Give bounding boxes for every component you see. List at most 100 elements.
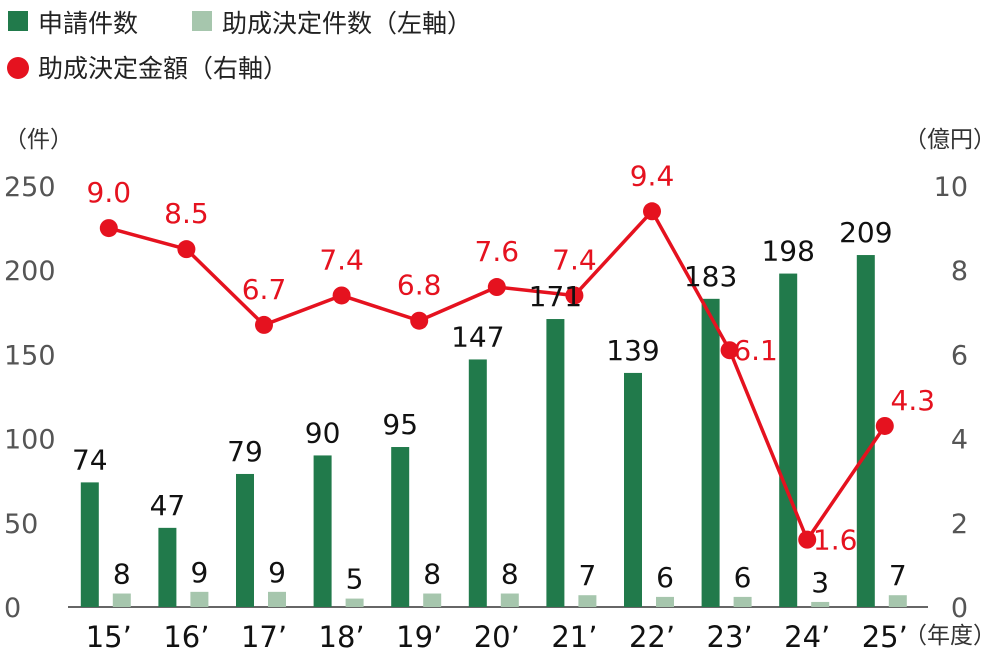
bar-applications bbox=[856, 255, 875, 607]
data-label-grants-count: 6 bbox=[656, 561, 674, 594]
bar-grants-count bbox=[811, 601, 830, 607]
x-tick-label: 15’ bbox=[86, 620, 132, 654]
data-label-grant-amount: 9.0 bbox=[87, 176, 132, 209]
data-label-applications: 139 bbox=[606, 334, 659, 367]
bar-applications bbox=[468, 359, 487, 607]
line-point-grant-amount bbox=[177, 240, 196, 259]
x-tick-label: 17’ bbox=[241, 620, 287, 654]
data-label-applications: 95 bbox=[382, 408, 418, 441]
bar-applications bbox=[701, 298, 720, 607]
x-tick-label: 19’ bbox=[396, 620, 442, 654]
data-label-grants-count: 8 bbox=[423, 558, 441, 591]
data-label-applications: 171 bbox=[529, 280, 582, 313]
bar-applications bbox=[391, 447, 410, 607]
bar-grants-count bbox=[656, 596, 674, 607]
bar-grants-count bbox=[268, 591, 286, 607]
x-tick-label: 16’ bbox=[163, 620, 209, 654]
line-point-grant-amount bbox=[875, 416, 894, 435]
bar-applications bbox=[80, 482, 99, 607]
line-point-grant-amount bbox=[643, 202, 661, 221]
legend-label-applications: 申請件数 bbox=[38, 9, 138, 38]
line-series bbox=[99, 202, 894, 549]
legend-swatch-grants-count bbox=[192, 11, 212, 31]
data-label-grant-amount: 7.4 bbox=[552, 243, 597, 276]
axes: （件） （億円） 0 50 100 150 200 250 0 2 4 6 8 10 15’ 16’ 17’ 18… bbox=[4, 127, 996, 654]
bar-applications bbox=[546, 319, 565, 607]
bar-grants-count bbox=[733, 596, 752, 607]
data-label-applications: 209 bbox=[839, 216, 892, 249]
data-label-grants-count: 7 bbox=[578, 559, 596, 592]
data-label-grants-count: 5 bbox=[346, 563, 364, 596]
left-tick-label: 250 bbox=[4, 172, 56, 203]
data-label-applications: 74 bbox=[72, 443, 108, 476]
right-tick-label: 4 bbox=[951, 425, 968, 456]
legend-label-grant-amount: 助成決定金額（右軸） bbox=[38, 54, 288, 83]
data-label-grants-count: 7 bbox=[889, 559, 907, 592]
data-label-grants-count: 6 bbox=[734, 561, 752, 594]
bar-grants-count bbox=[578, 595, 597, 607]
bar-grants-count bbox=[888, 595, 907, 607]
data-label-applications: 79 bbox=[227, 435, 263, 468]
x-tick-label: 25’ bbox=[862, 620, 908, 654]
line-point-grant-amount bbox=[798, 530, 817, 549]
x-tick-label: 20’ bbox=[474, 620, 520, 654]
data-label-grant-amount: 4.3 bbox=[891, 384, 936, 417]
data-label-applications: 147 bbox=[451, 320, 504, 353]
x-tick-label: 23’ bbox=[707, 620, 753, 654]
data-label-applications: 198 bbox=[761, 235, 814, 268]
line-point-grant-amount bbox=[332, 286, 351, 305]
x-tick-label: 22’ bbox=[629, 620, 675, 654]
left-tick-label: 150 bbox=[4, 340, 56, 371]
legend-label-grants-count: 助成決定件数（左軸） bbox=[222, 9, 472, 38]
data-label-grant-amount: 8.5 bbox=[164, 197, 209, 230]
line-point-grant-amount bbox=[255, 315, 273, 334]
right-tick-label: 2 bbox=[951, 509, 968, 540]
bar-applications bbox=[236, 473, 254, 607]
data-label-grants-count: 3 bbox=[811, 566, 829, 599]
right-tick-label: 10 bbox=[934, 172, 968, 203]
data-label-grants-count: 9 bbox=[190, 556, 208, 589]
legend-marker-grant-amount bbox=[7, 57, 29, 79]
right-tick-label: 6 bbox=[951, 340, 968, 371]
right-tick-label: 0 bbox=[951, 593, 968, 624]
data-label-applications: 90 bbox=[305, 416, 341, 449]
left-axis-unit: （件） bbox=[4, 127, 73, 153]
bar-grants-count bbox=[423, 593, 442, 607]
data-label-applications: 183 bbox=[684, 260, 737, 293]
line-point-grant-amount bbox=[487, 278, 506, 297]
bar-grants-count bbox=[500, 593, 519, 607]
left-tick-label: 50 bbox=[4, 509, 38, 540]
x-axis-unit: （年度） bbox=[904, 623, 996, 649]
bar-applications bbox=[313, 455, 332, 607]
bar-grants-count bbox=[190, 591, 209, 607]
legend-swatch-applications bbox=[8, 11, 28, 31]
bar-applications bbox=[158, 527, 177, 607]
data-label-grants-count: 9 bbox=[268, 556, 286, 589]
bar-grants-count bbox=[112, 593, 131, 607]
left-tick-label: 0 bbox=[4, 593, 21, 624]
data-label-grant-amount: 6.8 bbox=[397, 269, 442, 302]
line-point-grant-amount bbox=[410, 311, 429, 330]
line-point-grant-amount bbox=[565, 286, 584, 305]
x-tick-label: 21’ bbox=[551, 620, 597, 654]
x-tick-label: 24’ bbox=[784, 620, 830, 654]
data-label-grant-amount: 1.6 bbox=[813, 524, 858, 557]
line-point-grant-amount bbox=[720, 341, 739, 360]
data-labels: 74 8 47 9 79 9 90 5 95 8 147 8 171 7 139 6 183 6 198 3 209 7 9… bbox=[72, 159, 935, 599]
data-label-grant-amount: 7.4 bbox=[319, 243, 364, 276]
data-label-grant-amount: 6.1 bbox=[733, 334, 778, 367]
right-axis-unit: （億円） bbox=[904, 127, 996, 153]
data-label-grant-amount: 6.7 bbox=[242, 273, 287, 306]
bars bbox=[80, 255, 907, 607]
left-tick-label: 100 bbox=[4, 425, 56, 456]
data-label-applications: 47 bbox=[150, 489, 186, 522]
bar-applications bbox=[779, 273, 798, 607]
left-tick-label: 200 bbox=[4, 256, 56, 287]
bar-grants-count bbox=[345, 598, 364, 607]
legend: 申請件数 助成決定件数（左軸） 助成決定金額（右軸） bbox=[7, 9, 472, 83]
data-label-grant-amount: 9.4 bbox=[630, 159, 675, 192]
line-point-grant-amount bbox=[99, 219, 118, 238]
right-tick-label: 8 bbox=[951, 256, 968, 287]
data-label-grant-amount: 7.6 bbox=[475, 235, 520, 268]
